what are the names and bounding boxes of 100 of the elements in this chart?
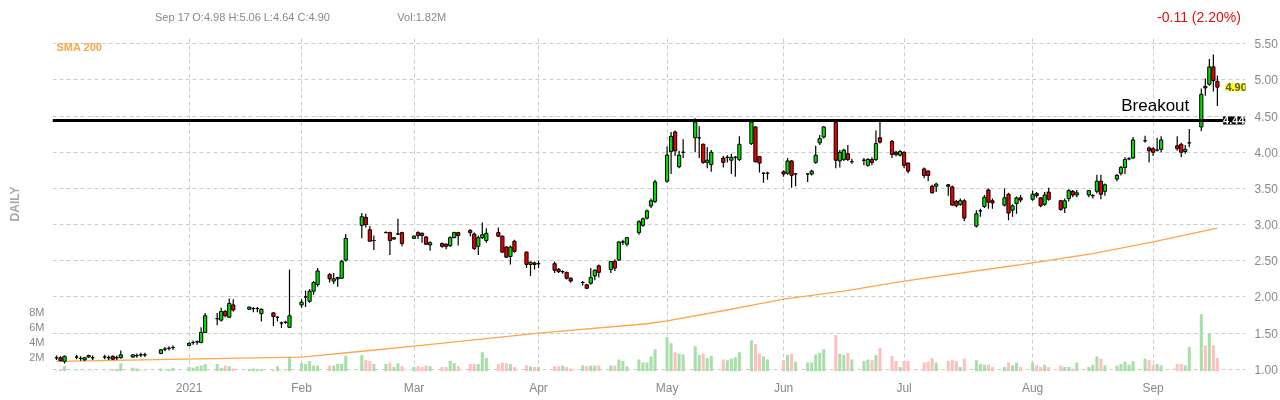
x-tick-label: 2021 xyxy=(175,380,203,395)
bar xyxy=(621,361,625,372)
bar xyxy=(842,355,846,372)
bar xyxy=(440,367,444,372)
bar xyxy=(1151,364,1155,372)
bar xyxy=(946,361,950,372)
bar xyxy=(1155,364,1159,372)
x-tick-label: Jun xyxy=(773,380,794,395)
bar xyxy=(456,366,460,372)
bar xyxy=(512,367,516,372)
bar xyxy=(1179,364,1183,372)
candlestick xyxy=(1094,174,1099,195)
bar xyxy=(553,366,557,372)
bar xyxy=(790,353,794,372)
bar xyxy=(1002,367,1006,372)
bar xyxy=(1087,367,1091,372)
bar xyxy=(472,364,476,372)
bar xyxy=(187,367,191,372)
bar xyxy=(1131,361,1135,372)
bar xyxy=(1043,364,1047,372)
y-tick-label: 2.00 xyxy=(1254,290,1279,305)
candlestick xyxy=(986,187,991,210)
text: SMA 200 xyxy=(56,40,102,53)
bar xyxy=(818,352,822,372)
bar xyxy=(496,364,500,372)
bar xyxy=(412,367,416,372)
bar xyxy=(529,366,533,372)
text: DAILY xyxy=(7,186,22,222)
x-tick-label: Sep xyxy=(1142,380,1165,395)
bar xyxy=(1067,367,1071,372)
bar xyxy=(870,360,874,372)
bar xyxy=(1211,345,1215,372)
candlestick xyxy=(709,149,714,173)
bar xyxy=(705,358,709,372)
bar xyxy=(958,367,962,372)
bar xyxy=(416,366,420,372)
bar xyxy=(448,361,452,372)
bar xyxy=(721,359,725,372)
bar xyxy=(990,367,994,372)
candlestick xyxy=(962,198,967,222)
bar xyxy=(1099,358,1103,372)
x-tick-label: Feb xyxy=(291,380,313,395)
bar xyxy=(693,346,697,372)
y-tick-label: 4.00 xyxy=(1254,145,1279,160)
y-tick-label: 3.50 xyxy=(1254,181,1279,196)
bar xyxy=(737,352,741,372)
bar xyxy=(585,366,589,372)
candlestick xyxy=(287,268,292,328)
bar xyxy=(890,355,894,372)
bar xyxy=(677,353,681,372)
bar xyxy=(565,367,569,372)
bar xyxy=(275,366,279,372)
bar xyxy=(962,358,966,372)
bar xyxy=(986,364,990,372)
bar xyxy=(1095,356,1099,372)
bar xyxy=(765,359,769,372)
candlestick xyxy=(1006,192,1011,221)
bar xyxy=(725,360,729,372)
bar xyxy=(1123,361,1127,372)
bar xyxy=(444,367,448,372)
line-series xyxy=(55,227,1219,363)
bar xyxy=(452,363,456,372)
bar xyxy=(822,349,826,372)
bar xyxy=(709,355,713,372)
bar xyxy=(906,361,910,372)
y-tick-label: 5.50 xyxy=(1254,37,1279,52)
bar xyxy=(782,360,786,372)
bar xyxy=(1063,367,1067,372)
candlestick xyxy=(813,145,818,165)
bar xyxy=(396,363,400,372)
bar xyxy=(300,363,304,372)
bar xyxy=(846,352,850,372)
candlestick xyxy=(1130,136,1136,160)
bar xyxy=(420,367,424,372)
bar xyxy=(1203,345,1207,372)
bar xyxy=(862,361,866,372)
candlestick xyxy=(1098,174,1103,200)
bar xyxy=(729,358,733,372)
bar xyxy=(673,352,677,372)
bar xyxy=(902,361,906,372)
bar xyxy=(392,367,396,372)
bar xyxy=(1039,367,1043,372)
bar xyxy=(749,340,753,372)
bar xyxy=(954,361,958,372)
bar xyxy=(926,361,930,372)
bar xyxy=(63,366,67,372)
y2-tick-label: 2M xyxy=(29,350,45,363)
bar xyxy=(681,354,685,372)
bar xyxy=(227,366,231,372)
bar xyxy=(344,355,348,372)
bar xyxy=(1047,367,1051,372)
y2-tick-label: 8M xyxy=(29,305,45,318)
bar xyxy=(834,335,838,372)
candlestick xyxy=(1187,128,1192,148)
text: Sep 17 xyxy=(155,10,190,23)
bar xyxy=(978,364,982,372)
bar xyxy=(336,364,340,372)
bar xyxy=(308,361,312,372)
candlestick xyxy=(652,179,658,204)
bar xyxy=(1143,358,1147,372)
